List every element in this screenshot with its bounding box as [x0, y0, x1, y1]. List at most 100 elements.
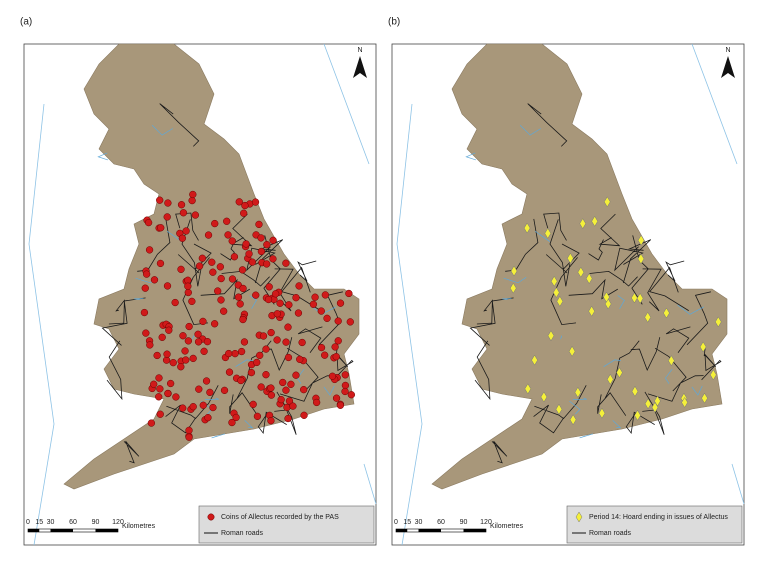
find-spot: [284, 323, 292, 331]
hoard-spot: [681, 396, 688, 408]
find-spot: [295, 282, 303, 290]
find-spot: [145, 246, 154, 254]
find-spot: [208, 258, 216, 266]
find-spot: [189, 190, 197, 199]
find-spot: [341, 387, 349, 396]
hoard-spot: [654, 395, 661, 407]
land: [431, 43, 728, 490]
find-spot: [245, 250, 253, 258]
find-spot: [156, 385, 164, 393]
find-spot: [347, 391, 356, 399]
hoard-spot: [598, 407, 606, 419]
find-spot: [179, 332, 187, 340]
hoard-spot: [616, 367, 623, 379]
scale-segment: [50, 529, 73, 532]
scale-segment: [463, 529, 486, 532]
hoard-spot: [701, 392, 708, 404]
scale-tick-label: 15: [403, 519, 411, 526]
find-spot: [267, 391, 276, 399]
find-spot: [279, 378, 287, 387]
find-spot: [195, 385, 203, 393]
find-spot: [255, 220, 263, 229]
find-spot: [285, 397, 294, 405]
hoard-spot: [574, 386, 582, 398]
find-spot: [232, 413, 240, 422]
find-spot: [300, 386, 308, 394]
find-spot: [162, 356, 171, 364]
find-spot: [210, 320, 219, 328]
hoard-spot: [579, 218, 587, 230]
scale-unit: Kilometres: [490, 523, 524, 530]
find-spot: [265, 283, 273, 291]
find-spot: [169, 359, 177, 367]
find-spot: [283, 403, 291, 412]
find-spot: [194, 338, 203, 346]
legend-label: Roman roads: [221, 530, 264, 537]
find-spot: [153, 351, 161, 360]
hoard-spot: [644, 311, 652, 323]
find-spot: [321, 351, 329, 359]
find-spot: [211, 219, 219, 228]
find-spot: [223, 217, 231, 225]
find-spot: [249, 400, 257, 408]
hoard-spot: [634, 409, 641, 421]
find-spot: [189, 354, 197, 363]
land: [63, 43, 360, 490]
find-spot: [195, 262, 204, 270]
find-spot: [225, 349, 233, 358]
find-spot: [284, 353, 293, 362]
north-label: N: [725, 47, 730, 54]
north-arrow: [353, 56, 367, 78]
panel-label: (b): [388, 17, 400, 28]
find-spot: [311, 293, 319, 301]
find-spot: [321, 291, 329, 299]
scale-tick-label: 120: [480, 519, 492, 526]
find-spot: [263, 260, 271, 268]
find-spot: [276, 299, 284, 307]
find-spot: [203, 337, 212, 346]
legend-label: Period 14: Hoard ending in issues of All…: [589, 514, 728, 521]
find-spot: [200, 347, 208, 355]
find-spot: [188, 196, 196, 205]
find-spot: [163, 350, 171, 358]
scale-segment: [396, 529, 408, 532]
find-spot: [287, 380, 295, 388]
find-spot: [253, 412, 262, 421]
find-spot: [282, 386, 290, 394]
find-spot: [231, 349, 239, 358]
hoard-spot: [569, 414, 577, 426]
find-spot: [155, 393, 163, 401]
find-spot: [237, 347, 246, 356]
find-spot: [257, 383, 265, 391]
find-spot: [309, 300, 318, 308]
hoard-spot: [636, 292, 644, 304]
hoard-spot: [631, 385, 639, 397]
legend-label: Roman roads: [589, 530, 632, 537]
find-spot: [236, 300, 244, 308]
find-spot: [312, 398, 321, 407]
find-spot: [292, 371, 300, 379]
hoard-spot: [555, 403, 563, 415]
find-spot: [184, 337, 193, 345]
find-spot: [166, 379, 175, 388]
find-spot: [150, 380, 158, 388]
hoard-spot: [663, 307, 670, 319]
find-spot: [269, 236, 277, 244]
sea-boundary: [396, 43, 745, 546]
hoard-spot: [637, 234, 645, 246]
find-spot: [204, 231, 213, 239]
find-spot: [172, 393, 180, 401]
find-spot: [156, 196, 164, 204]
find-spot: [189, 403, 197, 411]
find-spot: [262, 345, 270, 353]
hoard-spot: [510, 265, 518, 277]
find-spot: [184, 282, 192, 290]
find-spot: [262, 371, 270, 379]
find-spot: [191, 211, 200, 219]
scale-segment: [95, 529, 118, 532]
find-spot: [237, 376, 245, 385]
hoard-spot: [585, 273, 593, 285]
find-spot: [238, 266, 247, 274]
